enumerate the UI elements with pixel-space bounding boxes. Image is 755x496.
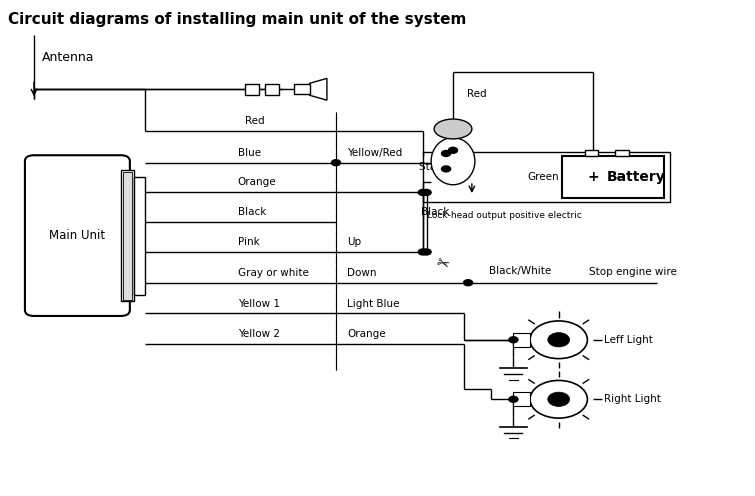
Circle shape <box>422 249 431 255</box>
Text: Blue: Blue <box>238 148 261 158</box>
Text: Red: Red <box>467 89 486 99</box>
Text: Gray or white: Gray or white <box>238 268 309 278</box>
Circle shape <box>509 337 518 343</box>
Circle shape <box>331 160 341 166</box>
Circle shape <box>418 249 427 255</box>
Circle shape <box>464 280 473 286</box>
Ellipse shape <box>434 119 472 139</box>
Bar <box>123 172 132 300</box>
Text: Black/White: Black/White <box>489 266 551 276</box>
Text: Start Wire: Start Wire <box>419 162 471 172</box>
Bar <box>265 84 279 95</box>
Text: Red: Red <box>245 117 265 126</box>
Text: Lock-head output positive electric: Lock-head output positive electric <box>427 211 581 220</box>
Circle shape <box>530 380 587 418</box>
Text: Black: Black <box>238 207 267 217</box>
FancyBboxPatch shape <box>25 155 130 316</box>
Text: Up: Up <box>347 237 362 247</box>
Text: Down: Down <box>347 268 377 278</box>
Bar <box>562 156 664 198</box>
Text: ✂: ✂ <box>433 254 450 273</box>
Bar <box>513 392 530 406</box>
Bar <box>294 84 310 94</box>
Text: Orange: Orange <box>238 178 276 187</box>
Bar <box>423 152 670 202</box>
Circle shape <box>530 321 587 359</box>
Circle shape <box>442 166 451 172</box>
Circle shape <box>448 147 458 153</box>
Text: Yellow/Red: Yellow/Red <box>347 148 402 158</box>
Circle shape <box>548 333 569 347</box>
Text: Circuit diagrams of installing main unit of the system: Circuit diagrams of installing main unit… <box>8 12 466 27</box>
Text: Black: Black <box>421 207 450 217</box>
Text: Yellow 1: Yellow 1 <box>238 299 280 309</box>
Circle shape <box>509 396 518 402</box>
Circle shape <box>422 189 431 195</box>
Text: +: + <box>587 170 599 185</box>
Text: Antenna: Antenna <box>42 51 94 63</box>
Bar <box>121 170 134 301</box>
Text: Green: Green <box>527 172 559 183</box>
Text: Stop engine wire: Stop engine wire <box>589 267 676 277</box>
Text: Right Light: Right Light <box>604 394 661 404</box>
Text: Battery: Battery <box>606 170 665 185</box>
Bar <box>445 127 461 137</box>
Polygon shape <box>310 78 327 100</box>
Bar <box>245 84 259 95</box>
Circle shape <box>418 189 427 195</box>
Circle shape <box>442 150 451 156</box>
Text: Pink: Pink <box>238 237 260 247</box>
Text: Light Blue: Light Blue <box>347 299 400 309</box>
Bar <box>615 150 629 156</box>
Text: Main Unit: Main Unit <box>49 229 106 242</box>
Bar <box>513 333 530 347</box>
Text: Yellow 2: Yellow 2 <box>238 329 280 339</box>
Text: Leff Light: Leff Light <box>604 335 653 345</box>
Bar <box>134 177 145 295</box>
Circle shape <box>548 392 569 406</box>
Text: Orange: Orange <box>347 329 386 339</box>
Ellipse shape <box>431 137 475 185</box>
Text: -: - <box>616 171 621 184</box>
Bar <box>585 150 599 156</box>
